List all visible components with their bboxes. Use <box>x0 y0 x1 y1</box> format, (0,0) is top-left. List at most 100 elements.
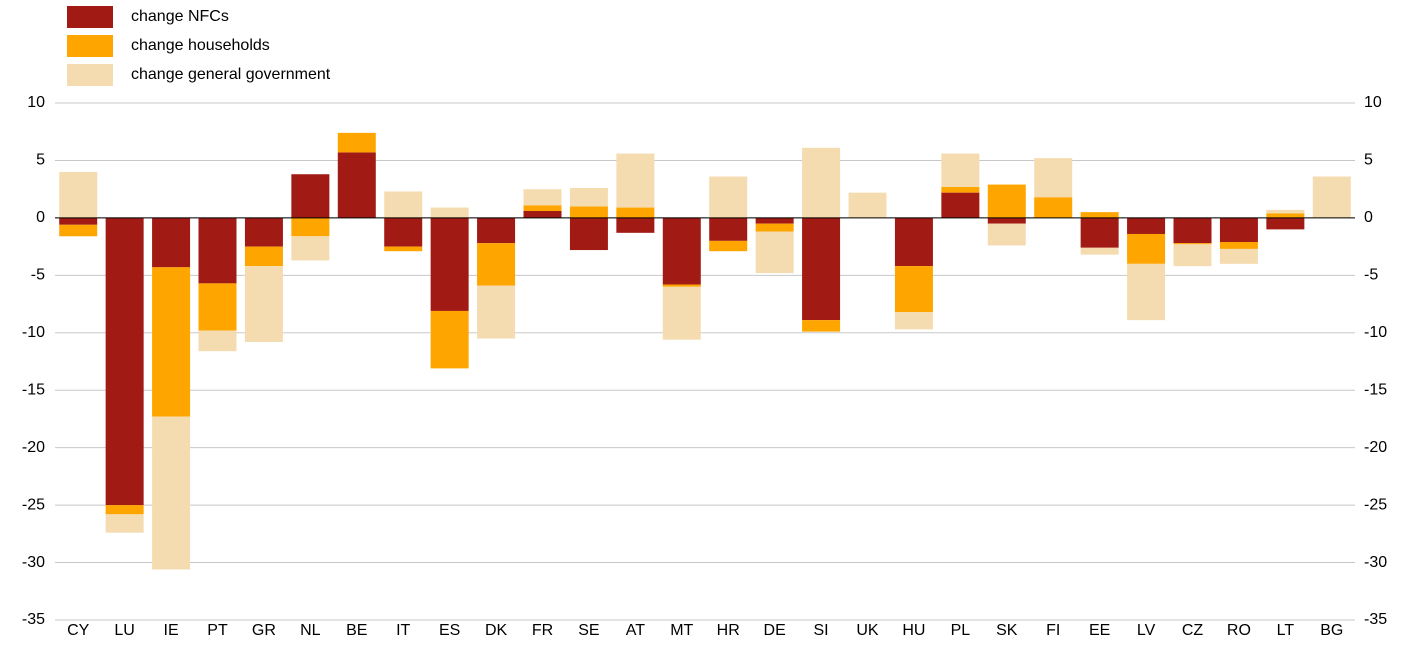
bar-segment <box>616 217 655 233</box>
bar-segment <box>105 514 144 533</box>
bar-segment <box>291 236 330 261</box>
x-tick-label: FR <box>532 622 553 639</box>
y-tick-label: -30 <box>22 554 45 571</box>
bar-segment <box>755 217 794 224</box>
bar-segment <box>105 217 144 506</box>
bar-segment <box>198 217 237 284</box>
y-tick-label: 0 <box>36 209 45 226</box>
bar-segment <box>894 266 933 313</box>
bar-segment <box>523 205 562 211</box>
bar-segment <box>662 217 701 285</box>
bar-segment <box>709 176 748 218</box>
bar-segment <box>477 243 516 286</box>
legend-label: change general government <box>131 66 331 83</box>
x-tick-label: PT <box>207 622 228 639</box>
bar-segment <box>477 285 516 339</box>
y2-tick-label: -10 <box>1364 324 1387 341</box>
bar-segment <box>105 505 144 515</box>
bar-segment <box>894 312 933 330</box>
x-tick-label: EE <box>1089 622 1110 639</box>
bar-segment <box>59 217 98 225</box>
bar-segment <box>755 231 794 274</box>
legend-swatch <box>67 35 113 57</box>
bar-segment <box>152 267 191 417</box>
y-tick-label: -10 <box>22 324 45 341</box>
bar-segment <box>1127 263 1166 321</box>
bar-segment <box>987 217 1026 224</box>
bar-segment <box>569 188 608 207</box>
bar-segment <box>1080 247 1119 255</box>
bar-segment <box>662 286 701 340</box>
bar-segment <box>244 246 283 267</box>
bar-segment <box>1312 176 1351 218</box>
bar-segment <box>384 217 423 247</box>
x-tick-label: HR <box>717 622 740 639</box>
bar-segment <box>802 217 841 321</box>
x-tick-label: UK <box>856 622 879 639</box>
x-tick-label: SE <box>578 622 599 639</box>
bar-segment <box>430 310 469 369</box>
x-tick-label: DK <box>485 622 508 639</box>
bar-segment <box>384 246 423 252</box>
x-tick-label: FI <box>1046 622 1060 639</box>
x-tick-label: IE <box>164 622 179 639</box>
bar-segment <box>337 152 376 218</box>
legend-label: change NFCs <box>131 8 229 25</box>
bar-segment <box>1219 248 1258 264</box>
y-tick-label: -20 <box>22 439 45 456</box>
x-tick-label: RO <box>1227 622 1251 639</box>
bar-segment <box>1127 233 1166 264</box>
x-tick-label: MT <box>670 622 693 639</box>
legend-label: change households <box>131 37 270 54</box>
y2-tick-label: -5 <box>1364 267 1378 284</box>
x-tick-label: SI <box>814 622 829 639</box>
bar-segment <box>894 217 933 267</box>
bar-segment <box>1219 217 1258 243</box>
bar-segment <box>430 207 469 218</box>
bar-segment <box>1034 197 1073 218</box>
bar-segment <box>523 189 562 206</box>
bar-segment <box>1080 217 1119 248</box>
bar-segment <box>244 217 283 247</box>
bar-segment <box>1173 243 1212 245</box>
bar-segment <box>755 223 794 232</box>
bar-segment <box>152 416 191 570</box>
bar-segment <box>337 132 376 153</box>
y-tick-label: -25 <box>22 496 45 513</box>
bar-segment <box>848 192 887 218</box>
y2-tick-label: -30 <box>1364 554 1387 571</box>
y-tick-label: 5 <box>36 152 45 169</box>
y2-tick-label: -25 <box>1364 496 1387 513</box>
x-tick-label: DE <box>764 622 786 639</box>
bar-segment <box>941 192 980 218</box>
bar-segment <box>941 186 980 193</box>
bar-segment <box>569 217 608 251</box>
bar-segment <box>616 207 655 218</box>
bar-segment <box>709 217 748 241</box>
y2-tick-label: 10 <box>1364 94 1382 111</box>
y2-tick-label: 5 <box>1364 152 1373 169</box>
y2-tick-label: -15 <box>1364 381 1387 398</box>
bar-segment <box>802 320 841 332</box>
y2-tick-label: -35 <box>1364 611 1387 628</box>
bar-segment <box>384 191 423 218</box>
x-tick-label: LV <box>1137 622 1156 639</box>
bar-segment <box>941 153 980 187</box>
x-tick-label: HU <box>902 622 925 639</box>
bar-segment <box>523 210 562 218</box>
x-tick-label: BG <box>1320 622 1343 639</box>
x-tick-label: IT <box>396 622 410 639</box>
bar-segment <box>1127 217 1166 234</box>
y-tick-label: -5 <box>31 267 45 284</box>
bar-segment <box>987 223 1026 246</box>
bar-segment <box>152 217 191 268</box>
bar-segment <box>430 217 469 311</box>
bar-segment <box>987 184 1026 218</box>
y2-tick-label: -20 <box>1364 439 1387 456</box>
bar-segment <box>1266 213 1305 218</box>
x-tick-label: BE <box>346 622 367 639</box>
bar-segment <box>477 217 516 244</box>
bar-segment <box>59 224 98 237</box>
bar-segment <box>291 217 330 237</box>
legend-swatch <box>67 64 113 86</box>
